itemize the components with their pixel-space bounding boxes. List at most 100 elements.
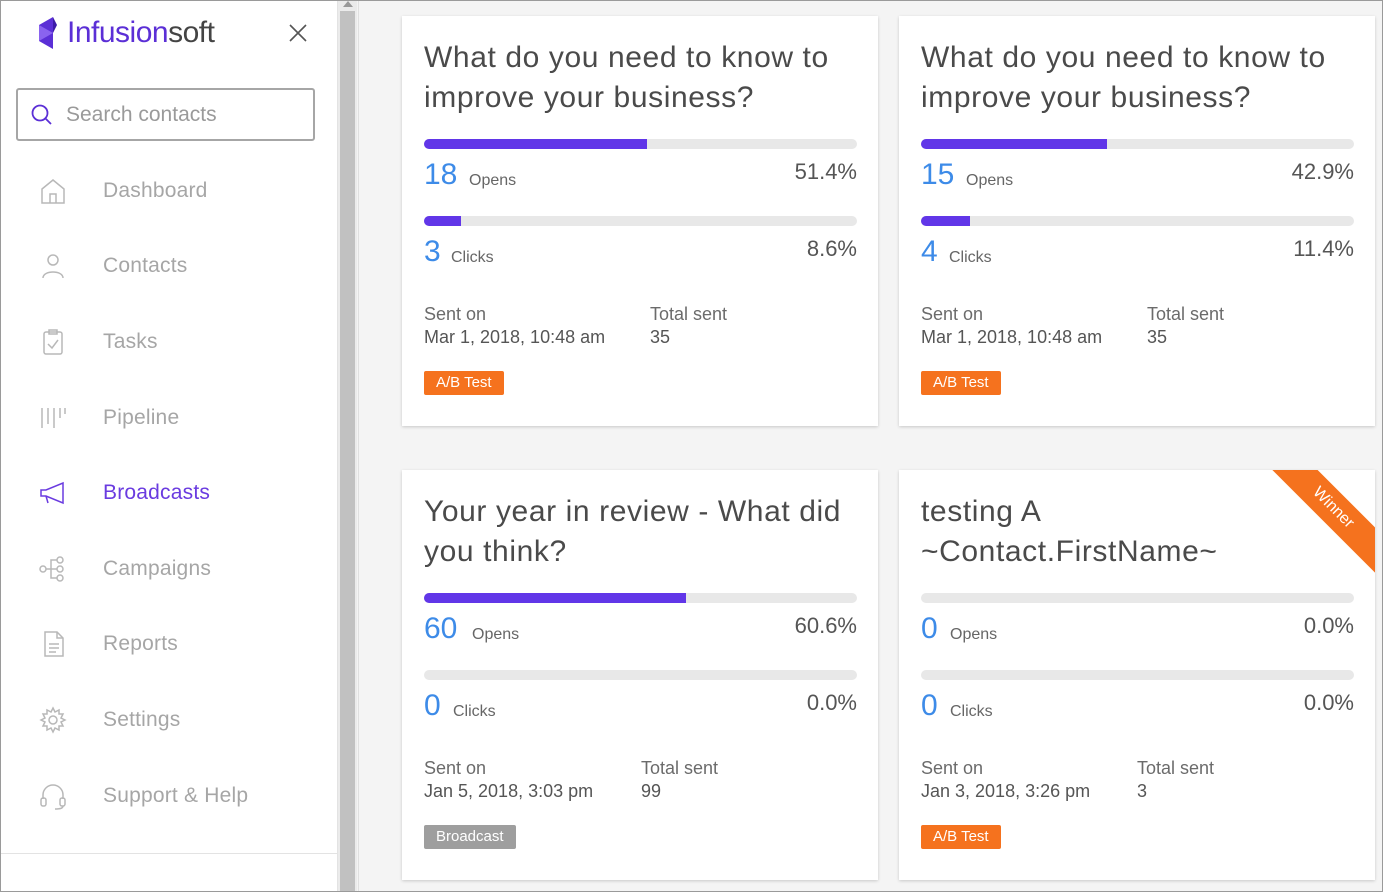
opens-progress-bar [921, 593, 1354, 603]
search-input[interactable] [66, 102, 296, 127]
scrollbar-thumb[interactable] [340, 11, 355, 891]
opens-progress-fill [424, 593, 687, 603]
clicks-metric: 3 Clicks 8.6% [424, 234, 857, 270]
sidebar-item-support[interactable]: Support & Help [1, 758, 337, 834]
broadcast-card[interactable]: What do you need to know to improve your… [899, 16, 1375, 426]
opens-count: 60 [424, 612, 458, 645]
sidebar-item-label: Settings [103, 707, 181, 731]
clipboard-check-icon [37, 326, 69, 358]
opens-percent: 0.0% [1303, 613, 1354, 638]
clicks-percent: 8.6% [806, 236, 857, 261]
clicks-progress-fill [921, 216, 971, 226]
report-document-icon [37, 628, 69, 660]
sidebar-item-label: Campaigns [103, 556, 212, 580]
sidebar-item-label: Broadcasts [103, 481, 211, 505]
clicks-label: Clicks [453, 703, 496, 720]
sidebar-item-dashboard[interactable]: Dashboard [1, 153, 337, 229]
clicks-percent: 0.0% [1303, 690, 1354, 715]
opens-label: Opens [966, 172, 1014, 189]
sidebar-item-broadcasts[interactable]: Broadcasts [1, 455, 337, 531]
headset-icon [37, 780, 69, 812]
clicks-count: 3 [424, 235, 441, 268]
search-box [16, 88, 315, 141]
infusionsoft-logo-icon [39, 17, 57, 49]
person-icon [37, 250, 69, 282]
brand-logo[interactable]: Infusionsoft [35, 13, 215, 53]
sidebar-item-label: Tasks [103, 329, 158, 353]
sidebar-item-campaigns[interactable]: Campaigns [1, 531, 337, 607]
broadcast-title[interactable]: testing A ~Contact.FirstName~ [921, 495, 1218, 568]
broadcast-card[interactable]: Winner testing A ~Contact.FirstName~ 0 O… [899, 470, 1375, 880]
total-sent-label: Total sent [1147, 304, 1225, 324]
sidebar-item-settings[interactable]: Settings [1, 682, 337, 758]
ab-test-badge: A/B Test [921, 825, 1001, 849]
clicks-count: 0 [424, 689, 441, 722]
opens-progress-fill [424, 139, 647, 149]
sidebar-divider [1, 853, 337, 854]
total-sent-value: 3 [1137, 781, 1148, 801]
sidebar-item-contacts[interactable]: Contacts [1, 229, 337, 305]
broadcast-title[interactable]: What do you need to know to improve your… [424, 41, 829, 114]
sent-on-label: Sent on [424, 758, 487, 778]
sent-on-value: Jan 3, 2018, 3:26 pm [921, 781, 1091, 801]
opens-label: Opens [950, 626, 998, 643]
opens-metric: 18 Opens 51.4% [424, 157, 857, 193]
clicks-progress-bar [424, 216, 857, 226]
total-sent-label: Total sent [650, 304, 728, 324]
total-sent-value: 35 [650, 327, 671, 347]
brand-name: Infusionsoft [67, 16, 215, 49]
clicks-count: 0 [921, 689, 938, 722]
broadcast-card[interactable]: What do you need to know to improve your… [402, 16, 878, 426]
gear-icon [37, 704, 69, 736]
scroll-up-arrow-icon[interactable] [343, 1, 353, 7]
opens-percent: 60.6% [794, 613, 857, 638]
clicks-metric: 4 Clicks 11.4% [921, 234, 1354, 270]
broadcast-title[interactable]: What do you need to know to improve your… [921, 41, 1326, 114]
ab-test-badge: A/B Test [424, 371, 504, 395]
sidebar-scrollbar[interactable] [338, 1, 357, 891]
ab-test-badge: A/B Test [921, 371, 1001, 395]
broadcast-badge: Broadcast [424, 825, 516, 849]
sidebar-item-label: Pipeline [103, 405, 180, 429]
opens-progress-bar [921, 139, 1354, 149]
total-sent-label: Total sent [1137, 758, 1215, 778]
opens-progress-bar [424, 593, 857, 603]
total-sent-value: 35 [1147, 327, 1168, 347]
clicks-count: 4 [921, 235, 938, 268]
sidebar-item-pipeline[interactable]: Pipeline [1, 380, 337, 456]
clicks-label: Clicks [950, 703, 993, 720]
clicks-label: Clicks [451, 249, 494, 266]
sidebar-nav: Dashboard Contacts Tasks Pipeline Broadc… [1, 153, 337, 833]
opens-metric: 0 Opens 0.0% [921, 611, 1354, 647]
sidebar: Infusionsoft Dashboard Contacts Tasks Pi… [1, 1, 338, 891]
opens-percent: 51.4% [794, 159, 857, 184]
winner-ribbon: Winner [1265, 470, 1375, 576]
opens-metric: 15 Opens 42.9% [921, 157, 1354, 193]
sidebar-item-tasks[interactable]: Tasks [1, 304, 337, 380]
opens-label: Opens [469, 172, 517, 189]
clicks-progress-bar [921, 670, 1354, 680]
close-icon[interactable] [286, 21, 310, 45]
pipeline-icon [37, 402, 69, 434]
broadcast-title[interactable]: Your year in review - What did you think… [424, 495, 842, 568]
opens-count: 15 [921, 158, 955, 191]
clicks-metric: 0 Clicks 0.0% [424, 688, 857, 724]
sidebar-item-label: Reports [103, 632, 178, 656]
total-sent-value: 99 [641, 781, 662, 801]
search-icon [31, 104, 52, 125]
sent-on-label: Sent on [921, 758, 984, 778]
clicks-progress-bar [424, 670, 857, 680]
sent-on-label: Sent on [424, 304, 487, 324]
sent-on-label: Sent on [921, 304, 984, 324]
campaign-flow-icon [37, 553, 69, 585]
opens-metric: 60 Opens 60.6% [424, 611, 857, 647]
megaphone-icon [37, 477, 69, 509]
home-icon [37, 175, 69, 207]
broadcast-card[interactable]: Your year in review - What did you think… [402, 470, 878, 880]
clicks-percent: 11.4% [1293, 236, 1354, 261]
clicks-metric: 0 Clicks 0.0% [921, 688, 1354, 724]
opens-progress-bar [424, 139, 857, 149]
opens-count: 18 [424, 158, 458, 191]
sidebar-item-reports[interactable]: Reports [1, 607, 337, 683]
sidebar-item-label: Support & Help [103, 783, 249, 807]
